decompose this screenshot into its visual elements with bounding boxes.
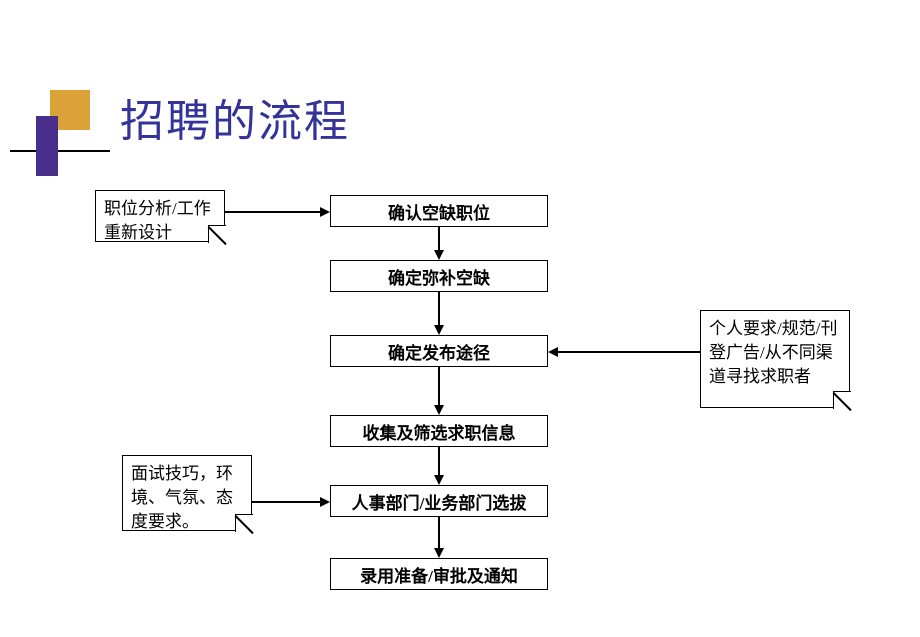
arrow-line (438, 227, 440, 250)
decor-underline (10, 150, 110, 152)
arrow-line (438, 517, 440, 548)
arrowhead-down-icon (434, 405, 444, 415)
arrow-line (438, 447, 440, 475)
title-decoration (10, 90, 110, 190)
flow-node-n6: 录用准备/审批及通知 (330, 558, 548, 590)
arrowhead-down-icon (434, 475, 444, 485)
flow-node-n2: 确定弥补空缺 (330, 260, 548, 292)
arrow-line (438, 292, 440, 325)
note-corner-diagonal (234, 515, 253, 534)
arrow-line (558, 351, 700, 353)
arrowhead-down-icon (434, 548, 444, 558)
arrowhead-down-icon (434, 250, 444, 260)
note-box-note3: 面试技巧，环境、气氛、态度要求。 (122, 455, 252, 531)
note-text: 职位分析/工作重新设计 (104, 197, 216, 245)
flow-node-n5: 人事部门/业务部门选拔 (330, 485, 548, 517)
arrow-line (225, 211, 320, 213)
flow-node-n4: 收集及筛选求职信息 (330, 415, 548, 447)
arrowhead-down-icon (434, 325, 444, 335)
note-corner-fold (833, 391, 851, 409)
arrow-line (252, 501, 320, 503)
arrow-line (438, 367, 440, 405)
arrowhead-right-icon (320, 497, 330, 507)
flow-node-n1: 确认空缺职位 (330, 195, 548, 227)
note-box-note1: 职位分析/工作重新设计 (95, 190, 225, 242)
note-text: 面试技巧，环境、气氛、态度要求。 (131, 462, 243, 533)
arrowhead-right-icon (320, 207, 330, 217)
note-text: 个人要求/规范/刊登广告/从不同渠道寻找求职者 (709, 317, 841, 388)
note-corner-fold (235, 514, 253, 532)
decor-purple-rect (36, 116, 58, 176)
page-title: 招聘的流程 (120, 85, 350, 149)
note-corner-diagonal (207, 226, 226, 245)
arrowhead-left-icon (548, 347, 558, 357)
note-corner-diagonal (832, 392, 851, 411)
flow-node-n3: 确定发布途径 (330, 335, 548, 367)
note-corner-fold (208, 225, 226, 243)
note-box-note2: 个人要求/规范/刊登广告/从不同渠道寻找求职者 (700, 310, 850, 408)
